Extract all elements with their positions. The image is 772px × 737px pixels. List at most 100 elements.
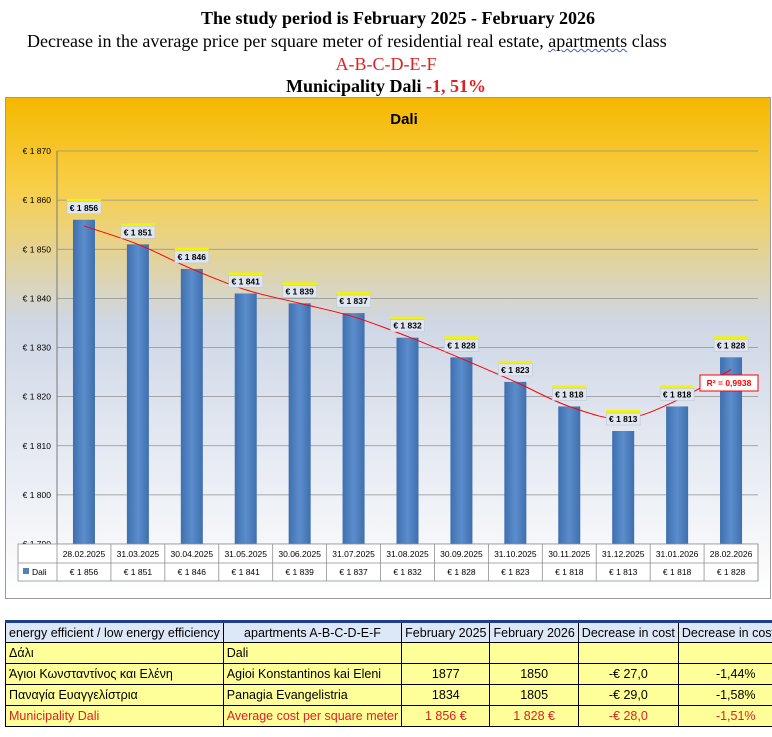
table-cell: 1 856 € (401, 705, 491, 727)
data-table-value: € 1 851 (124, 567, 153, 577)
header-description: Decrease in the average price per square… (0, 31, 772, 52)
header-municipality: Municipality Dali -1, 51% (0, 76, 772, 97)
x-tick-label: 30.11.2025 (548, 549, 590, 559)
bar (612, 431, 635, 544)
bar (720, 357, 743, 544)
table-cell: 1834 (401, 684, 491, 706)
header-class: A-B-C-D-E-F (335, 54, 437, 74)
x-tick-label: 28.02.2026 (710, 549, 753, 559)
y-tick-label: € 1 800 (23, 490, 52, 500)
table-cell: -€ 28,0 (577, 705, 679, 727)
table-cell: Average cost per square meter (222, 705, 403, 727)
header-description-post: class (627, 31, 667, 51)
data-label-highlight (606, 410, 641, 415)
table-cell: Municipality Dali (5, 705, 224, 727)
legend-swatch (23, 568, 29, 574)
bar (342, 313, 365, 544)
y-tick-label: € 1 840 (23, 293, 52, 303)
table-cell: Παναγία Ευαγγελίστρια (5, 684, 224, 706)
table-row: Άγιοι Κωνσταντίνος και Ελένη Agioi Konst… (5, 663, 772, 685)
table-header-row: energy efficient / low energy efficiency… (5, 620, 772, 643)
data-label-highlight (282, 282, 317, 287)
table-cell: Δάλι (5, 642, 224, 664)
data-label-box (713, 339, 749, 352)
data-label-box (659, 388, 695, 401)
bar (558, 406, 581, 544)
header-period: The study period is February 2025 - Febr… (201, 8, 595, 28)
data-label-highlight (228, 272, 263, 277)
data-label-box (498, 363, 533, 377)
r2-label: R² = 0,9938 (707, 378, 752, 388)
x-tick-label: 31.08.2025 (386, 549, 429, 559)
data-table-value: € 1 837 (339, 567, 368, 577)
table-cell (677, 642, 772, 664)
bar (396, 337, 419, 544)
bar (504, 381, 527, 544)
table-cell: -1,44% (677, 663, 772, 685)
table-cell: Dali (222, 642, 403, 664)
series-name: Dali (32, 567, 47, 577)
bar (450, 357, 473, 544)
data-label-highlight (444, 336, 479, 341)
table-row: Δάλι Dali (5, 642, 772, 664)
data-label-box (444, 339, 479, 352)
bar (126, 244, 149, 544)
bar (72, 219, 95, 544)
y-tick-label: € 1 870 (23, 146, 52, 156)
table-cell (489, 642, 579, 664)
header-municipality-value: -1, 51% (426, 76, 486, 96)
table-cell: 1 828 € (489, 705, 579, 727)
table-header-cell: February 2026 (489, 620, 579, 643)
x-tick-label: 30.04.2025 (171, 549, 214, 559)
table-cell: -1,58% (677, 684, 772, 706)
table-cell: -€ 27,0 (577, 663, 679, 685)
table-cell: Panagia Evangelistria (222, 684, 403, 706)
table-cell (577, 642, 679, 664)
data-label-box (336, 294, 371, 308)
data-label-box (120, 226, 156, 239)
table-header-cell: Decrease in cost (577, 620, 679, 643)
data-table-value: € 1 823 (501, 567, 530, 577)
y-tick-label: € 1 820 (23, 392, 52, 402)
data-label-highlight (714, 336, 749, 341)
data-label-highlight (66, 198, 101, 203)
y-tick-label: € 1 860 (23, 195, 52, 205)
data-label: € 1 841 (232, 276, 261, 286)
data-table-value: € 1 856 (70, 567, 99, 577)
bar (234, 293, 257, 544)
data-label-highlight (336, 292, 371, 297)
table-cell: Άγιοι Κωνσταντίνος και Ελένη (5, 663, 224, 685)
y-tick-label: € 1 850 (23, 244, 52, 254)
header-description-underlined: apartments (548, 31, 628, 51)
data-table-value: € 1 828 (717, 567, 746, 577)
data-label: € 1 818 (555, 389, 584, 399)
table-header-cell: apartments A-B-C-D-E-F (222, 620, 403, 643)
data-label: € 1 856 (70, 203, 99, 213)
data-label-box (605, 412, 641, 426)
data-label-highlight (120, 223, 155, 228)
x-tick-label: 30.06.2025 (278, 549, 321, 559)
chart-frame: Dali € 1 790€ 1 800€ 1 810€ 1 820€ 1 830… (5, 97, 771, 599)
chart-title: Dali (390, 111, 418, 128)
data-label: € 1 818 (663, 389, 692, 399)
data-label-box (390, 319, 425, 332)
y-tick-label: € 1 830 (23, 343, 52, 353)
x-tick-label: 31.10.2025 (494, 549, 537, 559)
plot-area: € 1 790€ 1 800€ 1 810€ 1 820€ 1 830€ 1 8… (17, 146, 759, 582)
data-table-bg (17, 543, 759, 582)
table-header-cell: February 2025 (401, 620, 491, 643)
data-label-highlight (498, 360, 533, 365)
bar (180, 268, 203, 544)
data-table-value: € 1 813 (609, 567, 638, 577)
data-label: € 1 828 (447, 340, 476, 350)
data-label-highlight (552, 385, 587, 390)
r2-box (699, 374, 759, 392)
data-table-value: € 1 832 (393, 567, 422, 577)
chart-svg: Dali € 1 790€ 1 800€ 1 810€ 1 820€ 1 830… (6, 98, 770, 598)
chart-background (6, 98, 770, 598)
table-cell: Agioi Konstantinos kai Eleni (222, 663, 403, 685)
x-tick-label: 31.01.2026 (656, 549, 699, 559)
table-cell: -€ 29,0 (577, 684, 679, 706)
bar (288, 303, 311, 544)
data-label-box (552, 388, 587, 401)
